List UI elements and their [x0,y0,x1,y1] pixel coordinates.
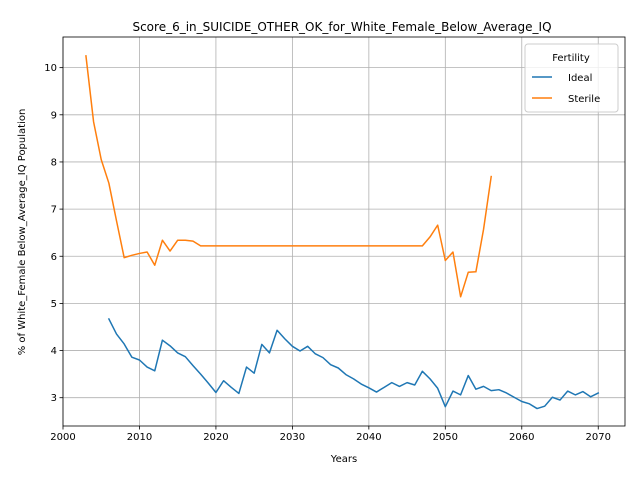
x-axis: 2000 2010 2020 2030 2040 2050 2060 2070 [50,426,611,443]
chart-title: Score_6_in_SUICIDE_OTHER_OK_for_White_Fe… [132,20,551,34]
legend: Fertility Ideal Sterile [524,43,619,113]
x-tick-label: 2070 [586,432,611,443]
y-axis: 3 4 5 6 7 8 9 10 [44,63,63,404]
x-axis-label: Years [330,454,357,465]
legend-box [524,43,619,113]
y-tick-label: 8 [51,157,57,168]
y-tick-label: 5 [51,299,57,310]
legend-title: Fertility [552,53,590,64]
x-tick-label: 2000 [50,432,75,443]
y-tick-label: 10 [44,63,57,74]
x-tick-label: 2030 [280,432,305,443]
x-tick-label: 2060 [509,432,534,443]
y-tick-label: 4 [51,346,57,357]
legend-label-sterile: Sterile [568,94,600,105]
legend-label-ideal: Ideal [568,73,592,84]
plot-frame [62,36,626,427]
series-layer [85,55,600,410]
series-line-ideal [107,317,600,410]
y-tick-label: 9 [51,110,57,121]
x-tick-label: 2020 [203,432,228,443]
y-axis-label: % of White_Female Below_Average_IQ Popul… [17,109,28,356]
x-tick-label: 2010 [127,432,152,443]
x-tick-label: 2050 [433,432,458,443]
y-tick-label: 7 [51,205,57,216]
series-line-sterile [85,55,493,298]
y-tick-label: 6 [51,252,57,263]
x-tick-label: 2040 [356,432,381,443]
y-tick-label: 3 [51,393,57,404]
